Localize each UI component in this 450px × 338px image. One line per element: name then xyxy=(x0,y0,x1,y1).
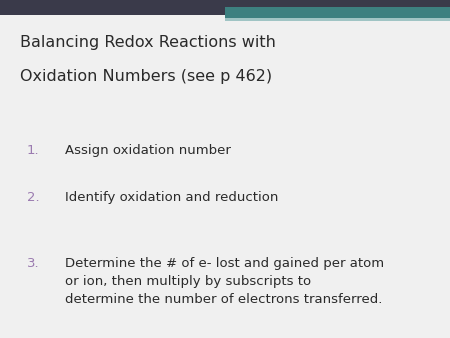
Text: 3.: 3. xyxy=(27,257,40,270)
Text: Determine the # of e- lost and gained per atom
or ion, then multiply by subscrip: Determine the # of e- lost and gained pe… xyxy=(65,257,384,306)
Text: Identify oxidation and reduction: Identify oxidation and reduction xyxy=(65,191,279,204)
Text: Assign oxidation number: Assign oxidation number xyxy=(65,144,231,156)
Text: Oxidation Numbers (see p 462): Oxidation Numbers (see p 462) xyxy=(20,69,272,84)
Bar xyxy=(225,7,450,19)
Text: Balancing Redox Reactions with: Balancing Redox Reactions with xyxy=(20,35,276,50)
Text: 2.: 2. xyxy=(27,191,40,204)
Text: 1.: 1. xyxy=(27,144,40,156)
Bar xyxy=(0,0,450,15)
Bar xyxy=(225,18,450,21)
